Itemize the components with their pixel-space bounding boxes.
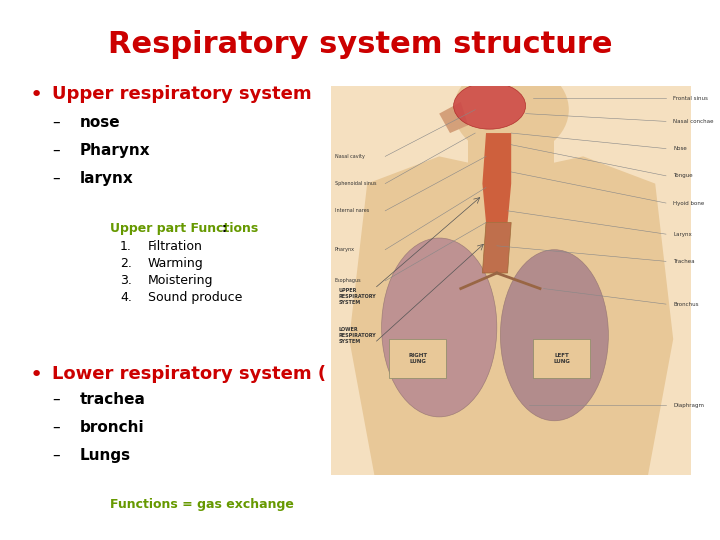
Text: •: •: [30, 85, 43, 105]
Text: larynx: larynx: [80, 171, 134, 186]
Text: trachea: trachea: [80, 392, 146, 407]
Ellipse shape: [454, 83, 526, 129]
Text: LEFT
LUNG: LEFT LUNG: [553, 353, 570, 364]
Text: Internal nares: Internal nares: [335, 208, 369, 213]
Text: –: –: [52, 115, 60, 130]
Text: –: –: [52, 392, 60, 407]
FancyBboxPatch shape: [331, 86, 691, 475]
Polygon shape: [482, 133, 511, 222]
Text: Upper respiratory system: Upper respiratory system: [52, 85, 312, 103]
Text: nose: nose: [80, 115, 121, 130]
Text: LOWER
RESPIRATORY
SYSTEM: LOWER RESPIRATORY SYSTEM: [338, 327, 376, 343]
Text: Pharynx: Pharynx: [335, 247, 355, 252]
Text: Lungs: Lungs: [80, 448, 131, 463]
Text: UPPER
RESPIRATORY
SYSTEM: UPPER RESPIRATORY SYSTEM: [338, 288, 376, 305]
Text: 4.: 4.: [120, 291, 132, 304]
Text: Filtration: Filtration: [148, 240, 203, 253]
Ellipse shape: [500, 249, 608, 421]
Text: Diaphragm: Diaphragm: [673, 403, 704, 408]
Text: –: –: [52, 143, 60, 158]
Text: RIGHT
LUNG: RIGHT LUNG: [408, 353, 427, 364]
Ellipse shape: [454, 63, 569, 157]
Text: Nasal conchae: Nasal conchae: [673, 119, 714, 124]
Text: Respiratory system structure: Respiratory system structure: [108, 30, 612, 59]
Text: Warming: Warming: [148, 257, 204, 270]
Polygon shape: [439, 102, 468, 133]
Text: Lower respiratory system ( from the larynx down ): Lower respiratory system ( from the lary…: [52, 365, 564, 383]
Text: Esophagus: Esophagus: [335, 278, 361, 284]
Text: bronchi: bronchi: [80, 420, 145, 435]
Text: Pharynx: Pharynx: [80, 143, 150, 158]
Text: Nose: Nose: [673, 146, 687, 151]
Text: –: –: [52, 448, 60, 463]
Text: Nasal cavity: Nasal cavity: [335, 154, 364, 159]
Polygon shape: [349, 157, 673, 475]
FancyBboxPatch shape: [389, 339, 446, 378]
Text: Frontal sinus: Frontal sinus: [673, 96, 708, 100]
Text: –: –: [52, 420, 60, 435]
Text: Larynx: Larynx: [673, 232, 692, 237]
Text: Bronchus: Bronchus: [673, 302, 698, 307]
Text: 3.: 3.: [120, 274, 132, 287]
Text: Trachea: Trachea: [673, 259, 695, 264]
Ellipse shape: [382, 238, 497, 417]
FancyBboxPatch shape: [468, 133, 554, 191]
Text: Tongue: Tongue: [673, 173, 693, 178]
Text: 1.: 1.: [120, 240, 132, 253]
Text: Moistering: Moistering: [148, 274, 214, 287]
Text: –: –: [52, 171, 60, 186]
Text: Sound produce: Sound produce: [148, 291, 243, 304]
Text: Hyoid bone: Hyoid bone: [673, 200, 704, 206]
FancyBboxPatch shape: [533, 339, 590, 378]
Text: Upper part Functions: Upper part Functions: [110, 222, 258, 235]
Text: Sphenoidal sinus: Sphenoidal sinus: [335, 181, 377, 186]
Text: 2.: 2.: [120, 257, 132, 270]
Text: Functions = gas exchange: Functions = gas exchange: [110, 498, 294, 511]
Polygon shape: [482, 222, 511, 273]
Text: •: •: [30, 365, 43, 385]
Text: :: :: [222, 222, 227, 235]
